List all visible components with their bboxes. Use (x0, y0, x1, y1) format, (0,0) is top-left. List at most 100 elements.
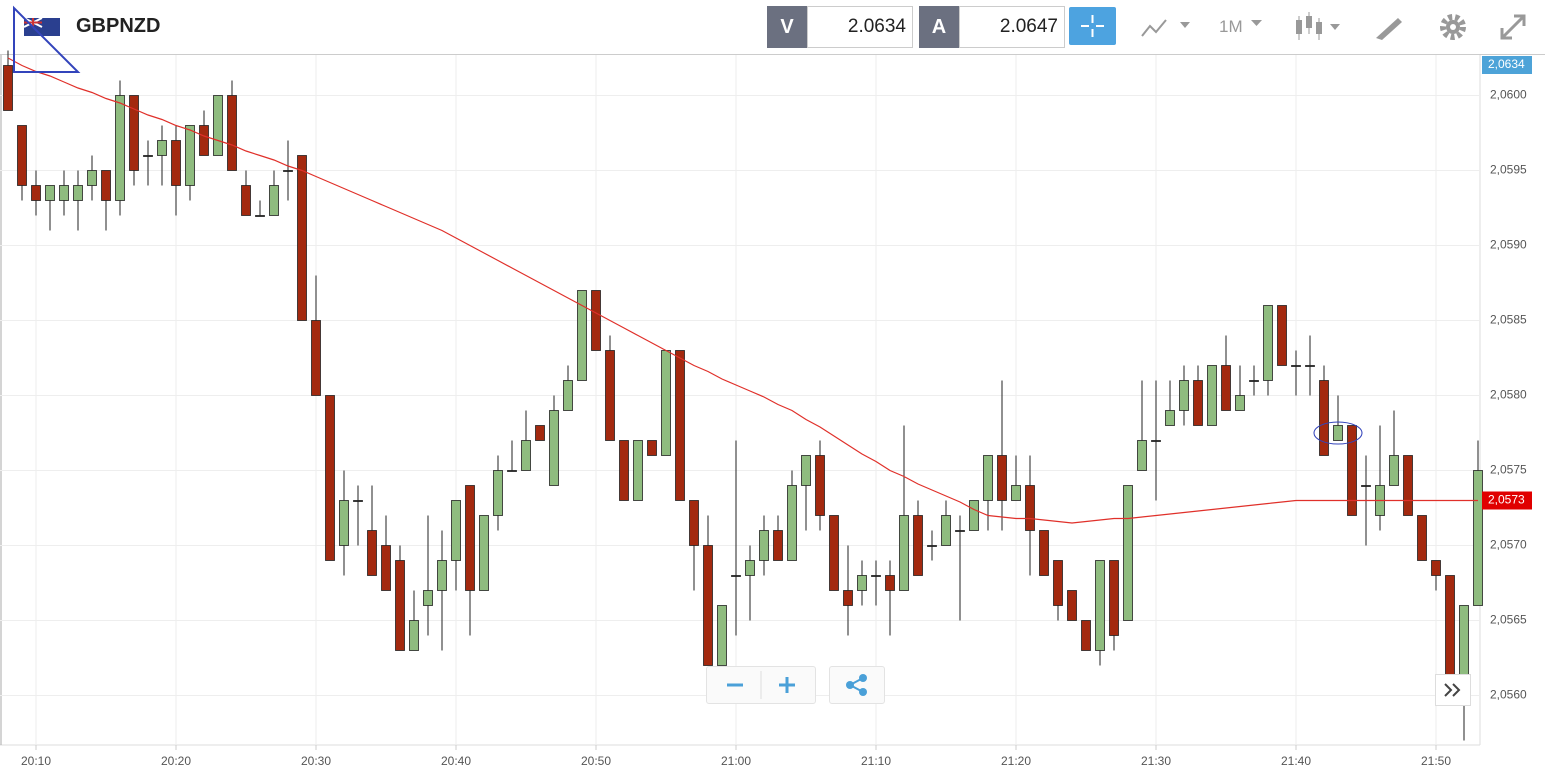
grid (0, 55, 1480, 745)
candle-body (591, 290, 601, 351)
candle-body (1221, 365, 1231, 411)
candle-body (1081, 620, 1091, 651)
x-tick-label: 20:30 (301, 754, 331, 768)
candle-body (255, 215, 265, 217)
candle-body (535, 425, 545, 441)
candle-body (857, 575, 867, 591)
drawing-ellipse (1313, 421, 1363, 445)
candle-body (913, 515, 923, 576)
zoom-in[interactable] (779, 677, 795, 693)
zoom-controls (706, 666, 816, 704)
candle-body (213, 95, 223, 156)
x-tick-label: 21:40 (1281, 754, 1311, 768)
flag-icon (24, 18, 60, 36)
candle-body (339, 500, 349, 546)
candle-body (1095, 560, 1105, 651)
candle-body (479, 515, 489, 591)
candle-body (465, 485, 475, 591)
fullscreen-button[interactable] (1498, 12, 1528, 42)
ma-price-tag-label: 2,0573 (1488, 493, 1525, 507)
candle-body (227, 95, 237, 171)
candle-body (199, 125, 209, 156)
candle-body (1137, 440, 1147, 471)
candle-body (283, 170, 293, 172)
x-tick-label: 21:10 (861, 754, 891, 768)
draw-button[interactable] (1374, 14, 1404, 42)
candle-body (1389, 455, 1399, 486)
candle-body (969, 500, 979, 531)
candle-body (115, 95, 125, 201)
x-tick-label: 20:10 (21, 754, 51, 768)
x-tick-label: 21:30 (1141, 754, 1171, 768)
x-tick-label: 21:20 (1001, 754, 1031, 768)
candle-body (1249, 380, 1259, 382)
x-tick-label: 21:00 (721, 754, 751, 768)
candle-body (1277, 305, 1287, 366)
toolbar: GBPNZD V 2.0634 A 2.0647 1M (0, 0, 1545, 55)
candle-body (493, 470, 503, 516)
candle-body (605, 350, 615, 441)
y-tick-label: 2,0595 (1490, 163, 1527, 177)
candle-body (241, 185, 251, 216)
candle-body (773, 530, 783, 561)
candle-body (1459, 605, 1469, 681)
candle-body (577, 290, 587, 381)
candle-body (45, 185, 55, 201)
candle-body (787, 485, 797, 561)
share-button[interactable] (829, 666, 885, 704)
candle-body (59, 185, 69, 201)
crosshair-button[interactable] (1069, 7, 1116, 45)
candle-body (1053, 560, 1063, 606)
candle-body (1445, 575, 1455, 681)
candle-body (843, 590, 853, 606)
plot-area (0, 55, 1480, 745)
candle-body (395, 560, 405, 651)
x-tick-label: 21:50 (1421, 754, 1451, 768)
candle-body (1067, 590, 1077, 621)
ma-price-tag (1482, 491, 1532, 510)
candle-body (409, 620, 419, 651)
candle-body (1291, 365, 1301, 367)
candle-body (437, 560, 447, 591)
bid-price[interactable]: 2.0634 (807, 6, 913, 48)
candle-body (1333, 425, 1343, 441)
candle-body (1403, 455, 1413, 516)
candle-body (171, 140, 181, 186)
candle-body (423, 590, 433, 606)
candle-body (1473, 470, 1483, 606)
settings-button[interactable] (1438, 12, 1468, 42)
candle-body (1039, 530, 1049, 576)
candle-body (829, 515, 839, 591)
candle-body (1151, 440, 1161, 442)
ask-price[interactable]: 2.0647 (959, 6, 1065, 48)
candle-body (899, 515, 909, 591)
candle-body (31, 185, 41, 201)
candle-body (955, 530, 965, 532)
candle-body (689, 500, 699, 546)
candle-body (269, 185, 279, 216)
candle-body (759, 530, 769, 561)
x-tick-label: 20:50 (581, 754, 611, 768)
x-tick-label: 20:20 (161, 754, 191, 768)
chart-type-button[interactable] (1140, 14, 1194, 42)
candle-body (1305, 365, 1315, 367)
candle-body (549, 410, 559, 486)
candle-body (885, 575, 895, 591)
timeframe[interactable]: 1M (1219, 17, 1243, 36)
candles-button[interactable] (1292, 12, 1352, 44)
price-tag-label: 2,0634 (1488, 57, 1525, 71)
y-tick-label: 2,0575 (1490, 463, 1527, 477)
candle-body (731, 575, 741, 577)
symbol: GBPNZD (76, 15, 161, 37)
candle-body (157, 140, 167, 156)
candle-body (717, 605, 727, 666)
candle-body (661, 350, 671, 456)
candle-body (745, 560, 755, 576)
ask-label: A (919, 6, 959, 48)
candle-body (801, 455, 811, 486)
x-tick-label: 20:40 (441, 754, 471, 768)
candle-body (381, 545, 391, 591)
scroll-latest-button[interactable] (1435, 674, 1471, 706)
candle-body (367, 530, 377, 576)
candle-body (1025, 485, 1035, 531)
